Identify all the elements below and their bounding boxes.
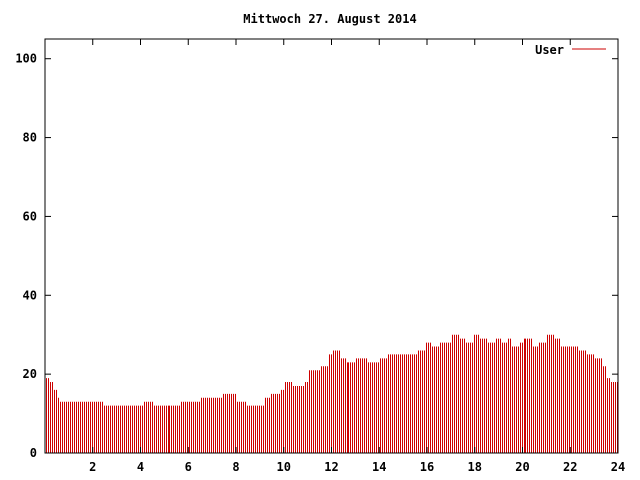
y-tick-label: 0 xyxy=(30,446,37,460)
x-tick-label: 14 xyxy=(372,460,386,474)
x-tick-label: 24 xyxy=(611,460,625,474)
x-tick-label: 2 xyxy=(89,460,96,474)
y-tick-label: 20 xyxy=(23,367,37,381)
y-tick-label: 80 xyxy=(23,131,37,145)
legend-label: User xyxy=(535,43,564,57)
x-tick-label: 10 xyxy=(277,460,291,474)
chart-title: Mittwoch 27. August 2014 xyxy=(243,12,416,26)
y-tick-label: 40 xyxy=(23,288,37,302)
x-tick-label: 16 xyxy=(420,460,434,474)
x-tick-label: 4 xyxy=(137,460,144,474)
x-tick-label: 22 xyxy=(563,460,577,474)
x-tick-label: 18 xyxy=(468,460,482,474)
y-tick-label: 100 xyxy=(15,52,37,66)
x-tick-label: 8 xyxy=(232,460,239,474)
x-tick-label: 20 xyxy=(515,460,529,474)
y-tick-label: 60 xyxy=(23,209,37,223)
x-tick-label: 6 xyxy=(185,460,192,474)
bar-group xyxy=(46,334,618,453)
legend: User xyxy=(535,43,606,57)
x-tick-label: 12 xyxy=(324,460,338,474)
